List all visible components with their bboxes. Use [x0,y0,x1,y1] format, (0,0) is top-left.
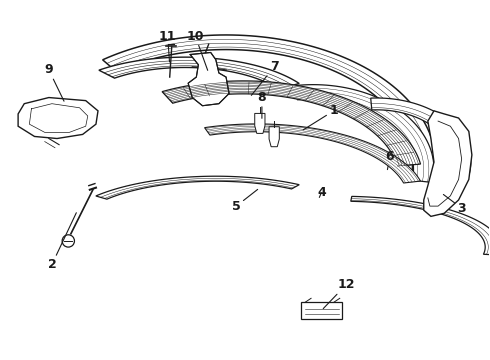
Text: 2: 2 [48,213,76,271]
Text: 10: 10 [187,30,208,70]
Text: 5: 5 [232,189,258,213]
Text: 4: 4 [317,186,326,199]
Polygon shape [301,302,342,319]
Text: 1: 1 [303,104,338,130]
Text: 12: 12 [323,279,355,309]
Polygon shape [351,197,490,255]
Text: 6: 6 [386,150,394,170]
Text: 3: 3 [443,194,466,215]
Polygon shape [96,176,299,199]
Circle shape [62,235,74,247]
Polygon shape [294,85,434,183]
Polygon shape [371,98,471,178]
Polygon shape [188,53,229,106]
Polygon shape [204,124,420,183]
Text: 11: 11 [159,30,176,62]
Text: 7: 7 [251,60,279,95]
Polygon shape [269,127,279,147]
Polygon shape [162,81,420,166]
Polygon shape [424,111,472,216]
Text: 8: 8 [258,91,266,118]
Polygon shape [255,113,265,134]
Polygon shape [18,98,98,139]
Polygon shape [102,35,436,173]
Polygon shape [99,57,299,89]
Text: 9: 9 [45,63,64,101]
